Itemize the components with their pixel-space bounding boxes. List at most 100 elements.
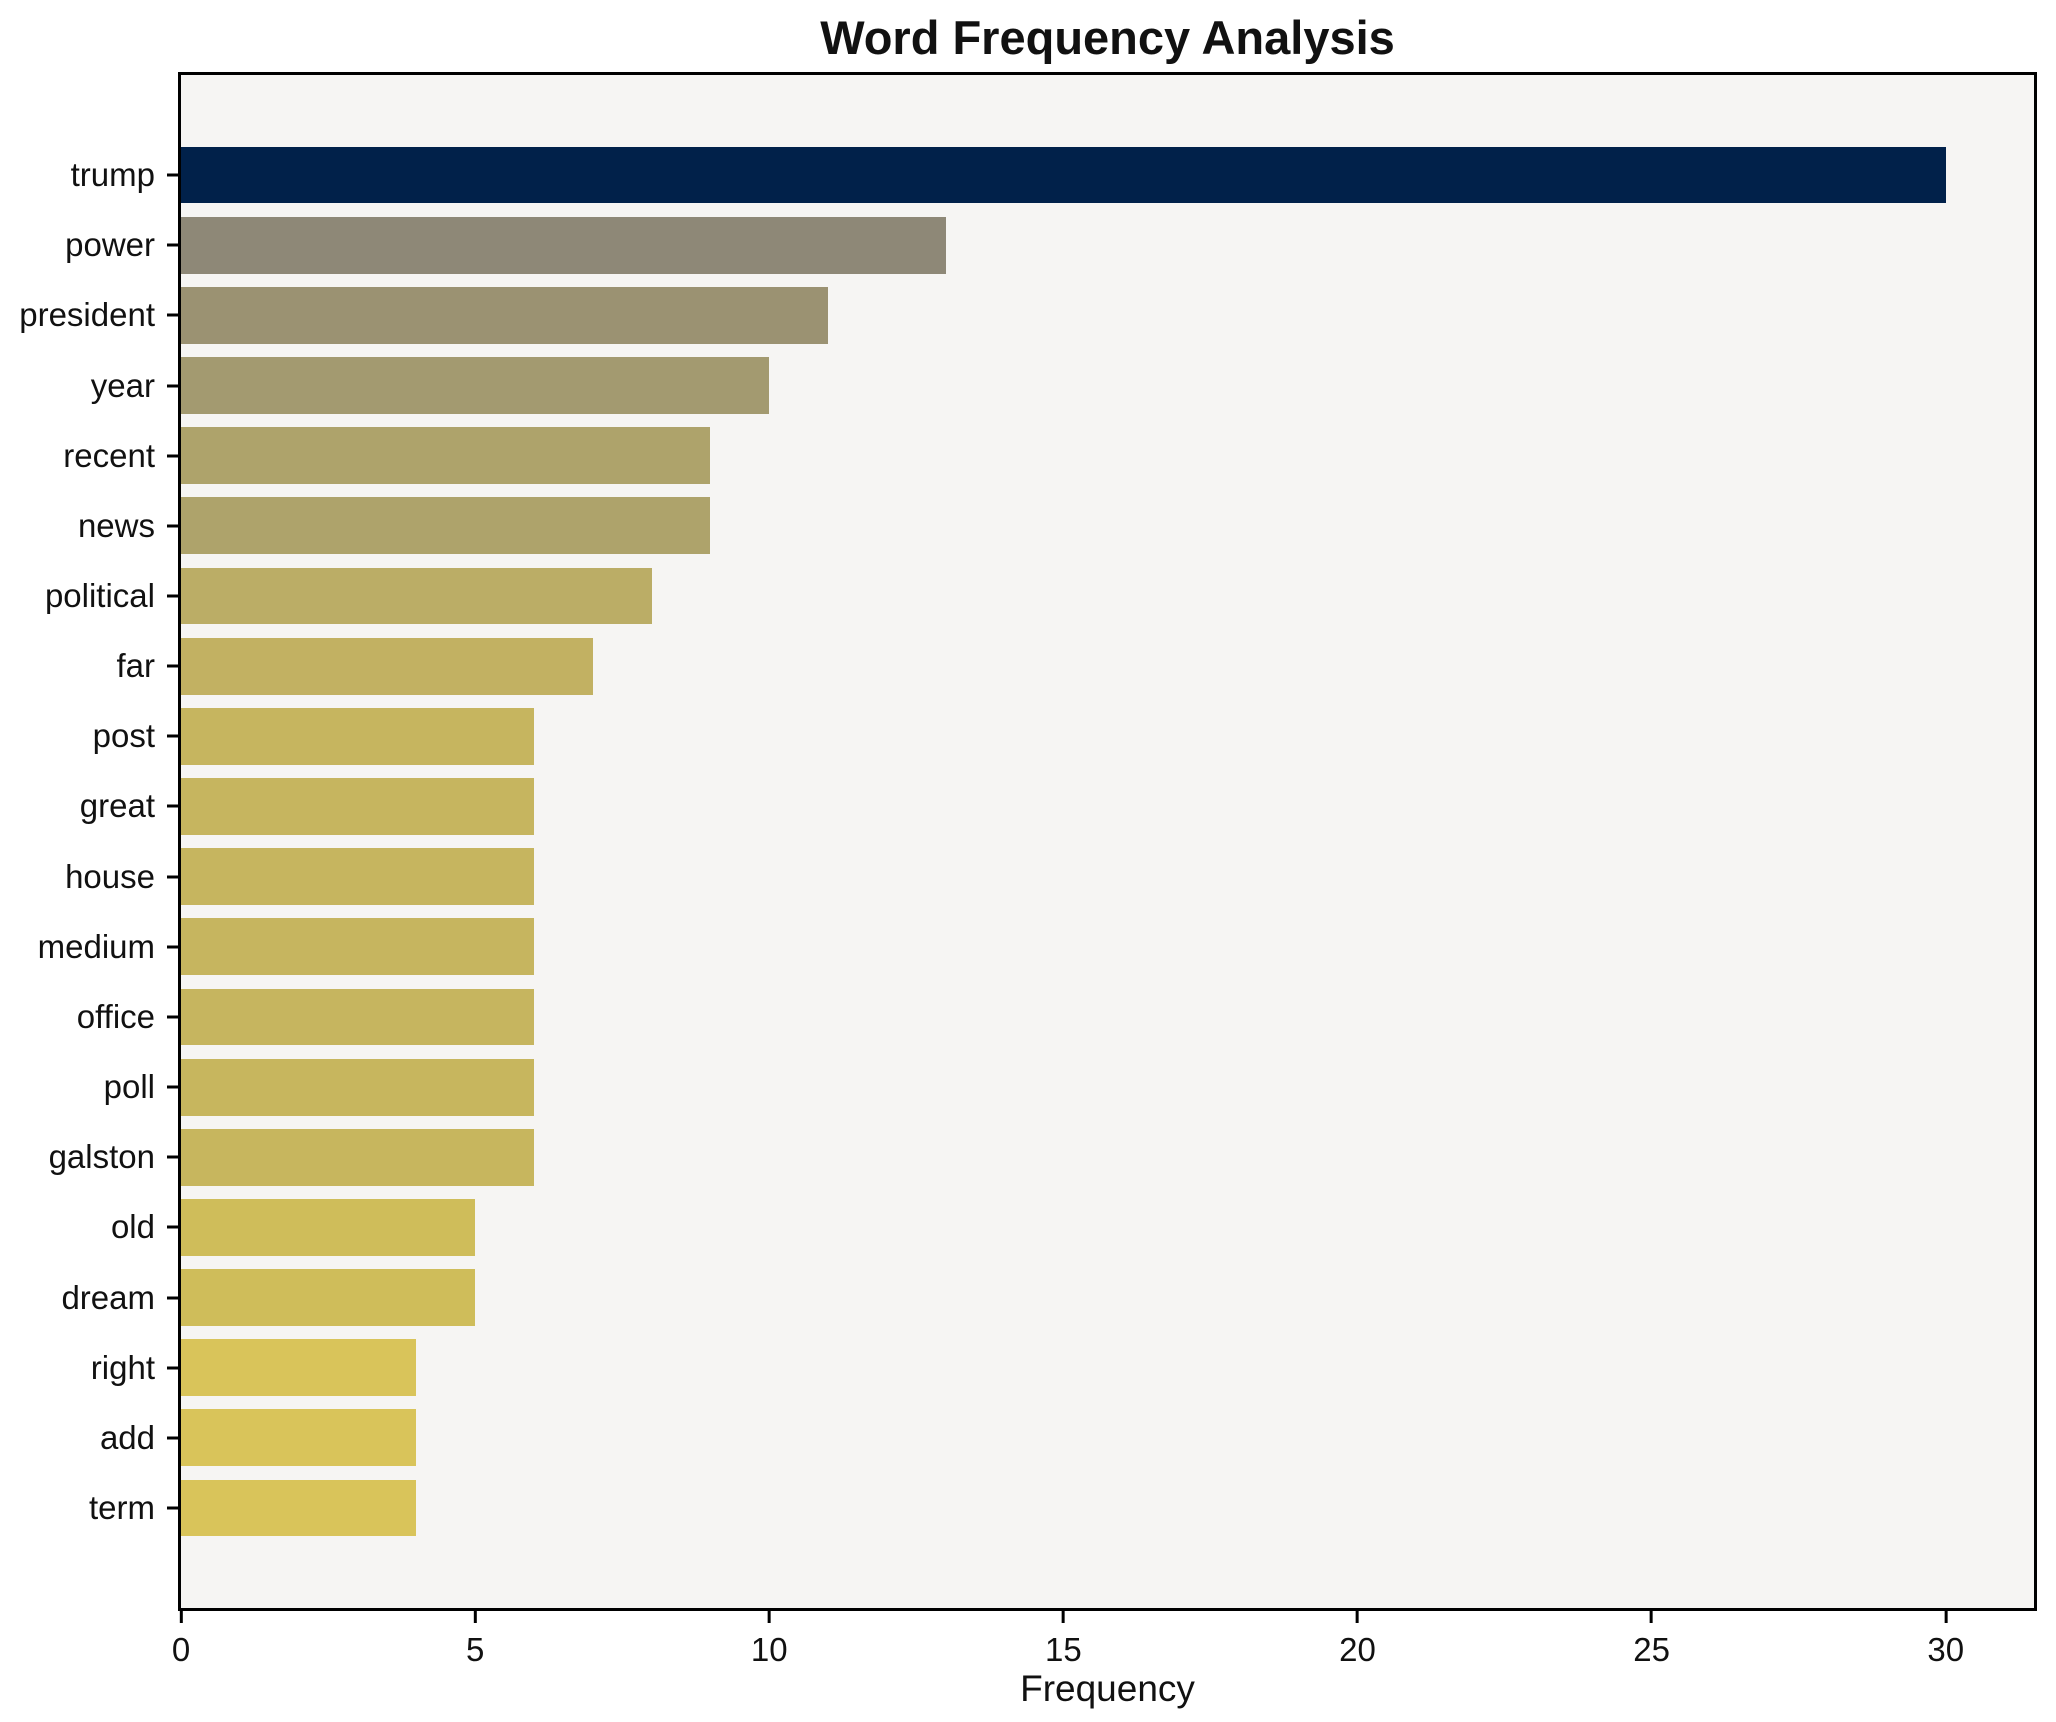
y-tick: [167, 664, 178, 668]
x-tick-label: 5: [465, 1631, 485, 1668]
y-tick: [167, 1155, 178, 1159]
y-tick: [167, 1015, 178, 1019]
x-tick: 15: [1045, 1611, 1082, 1669]
y-tick: [167, 384, 178, 388]
bar-poll: [181, 1058, 534, 1116]
y-tick: [167, 454, 178, 458]
y-tick: [167, 734, 178, 738]
category-label: medium: [37, 927, 155, 965]
bar-add: [181, 1409, 417, 1467]
x-tick: 0: [172, 1611, 190, 1669]
bar-row: dream: [61, 1263, 2034, 1333]
category-label: news: [77, 506, 155, 544]
x-tick-label: 15: [1045, 1631, 1082, 1668]
x-tick: 25: [1633, 1611, 1670, 1669]
category-label: add: [99, 1418, 155, 1456]
bar-row: president: [19, 280, 2034, 350]
x-tick-mark: [1356, 1611, 1359, 1623]
y-tick: [167, 524, 178, 528]
y-tick: [167, 875, 178, 879]
category-label: house: [65, 857, 155, 895]
bar-row: add: [100, 1403, 2034, 1473]
bar-row: news: [78, 491, 2034, 561]
category-label: recent: [63, 436, 155, 474]
bar-far: [181, 637, 593, 695]
bar-row: political: [45, 561, 2034, 631]
plot-area: trump power president year recent news politic…: [19, 72, 2037, 1611]
bar-row: year: [91, 350, 2034, 420]
x-tick-label: 0: [171, 1631, 191, 1668]
bar-row: far: [116, 631, 2034, 701]
bar-dream: [181, 1269, 476, 1326]
bar-post: [181, 707, 534, 765]
category-label: great: [79, 787, 155, 825]
y-tick: [167, 945, 178, 949]
bar-row: galston: [49, 1122, 2034, 1192]
x-tick-mark: [473, 1611, 477, 1623]
category-label: old: [110, 1208, 155, 1246]
bar-row: house: [65, 842, 2034, 912]
bar-row: term: [89, 1473, 2034, 1543]
bar-recent: [181, 427, 711, 485]
bar-row: power: [65, 210, 2034, 280]
category-label: far: [116, 647, 155, 685]
bar-great: [181, 778, 534, 835]
bar-right: [181, 1339, 417, 1397]
x-tick: 20: [1339, 1611, 1376, 1669]
bar-trump: [181, 146, 1946, 204]
x-axis: 0 5 10 15 20 25 30: [172, 1611, 2034, 1711]
y-tick: [167, 1436, 178, 1440]
bar-row: office: [77, 982, 2034, 1052]
x-tick-mark: [1650, 1611, 1654, 1623]
y-tick: [167, 1506, 178, 1510]
bar-term: [181, 1479, 417, 1537]
y-tick: [167, 1366, 178, 1370]
bars-container: trump power president year recent news politic…: [19, 140, 2034, 1543]
bar-row: right: [91, 1333, 2034, 1403]
bar-president: [181, 286, 829, 344]
category-label: right: [90, 1348, 155, 1386]
x-tick-mark: [1944, 1611, 1948, 1623]
x-tick: 10: [751, 1611, 788, 1669]
category-label: office: [76, 997, 155, 1035]
bar-galston: [181, 1128, 534, 1186]
bar-row: poll: [104, 1052, 2034, 1122]
bar-row: old: [111, 1192, 2034, 1262]
bar-row: great: [80, 771, 2034, 841]
bar-row: post: [93, 701, 2034, 771]
category-label: galston: [48, 1138, 155, 1176]
category-label: post: [92, 717, 155, 755]
bar-old: [181, 1199, 476, 1256]
bar-office: [181, 988, 534, 1046]
category-label: power: [65, 226, 155, 264]
bar-year: [181, 357, 770, 414]
category-label: trump: [70, 156, 155, 194]
y-tick: [167, 804, 178, 808]
y-tick: [167, 1225, 178, 1229]
y-tick: [167, 243, 178, 247]
bar-house: [181, 848, 534, 906]
bar-medium: [181, 918, 534, 976]
bar-news: [181, 497, 711, 555]
bar-political: [181, 567, 652, 625]
x-tick-mark: [1061, 1611, 1065, 1623]
x-tick-label: 30: [1927, 1631, 1965, 1668]
category-label: president: [19, 296, 155, 334]
y-tick: [167, 594, 178, 598]
category-label: poll: [103, 1068, 155, 1106]
bar-power: [181, 216, 946, 274]
x-tick-label: 25: [1633, 1631, 1670, 1668]
x-tick-mark: [179, 1611, 183, 1623]
x-axis-label: Frequency: [1020, 1668, 1195, 1709]
bar-row: recent: [63, 421, 2034, 491]
bar-row: trump: [71, 140, 2034, 210]
x-tick: 5: [466, 1611, 484, 1669]
x-tick: 30: [1927, 1611, 1964, 1669]
chart-title: Word Frequency Analysis: [820, 11, 1395, 64]
bar-row: medium: [38, 912, 2034, 982]
x-tick-label: 10: [750, 1631, 788, 1668]
y-tick: [167, 173, 178, 177]
x-tick-label: 20: [1339, 1631, 1376, 1668]
y-tick: [167, 1085, 178, 1089]
